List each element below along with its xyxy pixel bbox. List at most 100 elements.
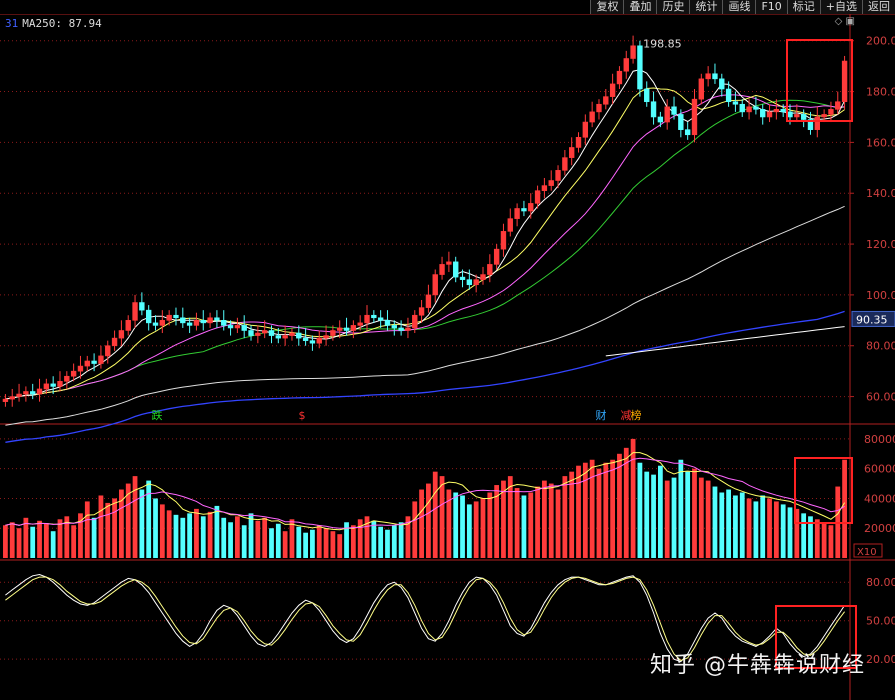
candle-body (227, 325, 234, 329)
add-watchlist-button[interactable]: +自选 (819, 0, 862, 14)
candle-body (630, 45, 636, 59)
volume-bar (78, 513, 83, 558)
candle-body (241, 325, 247, 331)
volume-bar (357, 519, 363, 558)
candle-body (98, 355, 104, 364)
candle-body (459, 276, 466, 280)
candle-body (139, 302, 145, 311)
candle-body (568, 147, 575, 158)
highlight-box-oscillator (775, 605, 857, 669)
candle-body (821, 114, 827, 118)
candle-body (261, 330, 268, 334)
highlight-box-volume (794, 457, 853, 524)
price-tick-label: 80.00 (866, 340, 895, 353)
history-button[interactable]: 历史 (656, 0, 690, 14)
volume-bar (603, 462, 609, 558)
candle-body (357, 322, 363, 326)
volume-bar (828, 525, 834, 558)
candle-body (248, 330, 254, 336)
candle-body (350, 325, 357, 331)
draw-line-button[interactable]: 画线 (722, 0, 756, 14)
toolbar: 复权 叠加 历史 统计 画线 F10 标记 +自选 返回 (590, 0, 895, 14)
volume-bar (555, 489, 561, 558)
volume-bar (405, 516, 411, 558)
volume-bar (23, 517, 29, 558)
candle-body (719, 78, 725, 90)
event-marker: 跌 (152, 408, 163, 422)
volume-bar (234, 516, 240, 558)
volume-bar (678, 459, 684, 558)
candle-body (23, 391, 29, 395)
volume-bar (350, 525, 356, 558)
candle-body (330, 330, 336, 336)
volume-bar (364, 516, 370, 558)
volume-bar (30, 526, 36, 558)
candle-body (364, 314, 370, 324)
restore-rights-button[interactable]: 复权 (590, 0, 624, 14)
volume-bar (262, 517, 268, 558)
candle-body (787, 111, 793, 118)
volume-bar (726, 489, 731, 558)
overlay-button[interactable]: 叠加 (623, 0, 657, 14)
candle-body (43, 383, 50, 390)
volume-bar (794, 508, 800, 558)
candle-body (691, 98, 698, 136)
volume-bar (310, 529, 315, 558)
volume-bar (241, 525, 247, 558)
volume-bar (842, 459, 847, 558)
volume-bar (808, 516, 813, 558)
volume-ma5-line (5, 452, 846, 531)
candle-body (603, 96, 609, 105)
peak-price-label: 198.85 (643, 37, 682, 50)
candle-body (732, 101, 739, 105)
volume-bar (814, 519, 820, 558)
statistics-button[interactable]: 统计 (689, 0, 723, 14)
volume-bar (84, 501, 90, 558)
volume-bar (166, 510, 172, 558)
candle-body (705, 73, 711, 80)
unit-tag-box (853, 543, 883, 558)
candle-body (835, 101, 841, 110)
f10-button[interactable]: F10 (755, 0, 787, 14)
candle-body (84, 360, 90, 367)
volume-bar (303, 532, 308, 558)
candle-body (268, 330, 275, 336)
back-button[interactable]: 返回 (862, 0, 895, 14)
ma120-line (5, 310, 845, 443)
volume-bar (194, 508, 199, 558)
candle-body (377, 317, 384, 321)
candle-body (173, 314, 179, 319)
volume-bar (767, 498, 772, 558)
candle-body (678, 114, 684, 130)
candle-body (637, 45, 643, 90)
candle-body (650, 101, 657, 118)
candle-body (384, 320, 391, 326)
volume-bar (139, 489, 145, 558)
volume-bar (569, 471, 575, 558)
candle-body (487, 264, 493, 275)
volume-bar (610, 459, 616, 558)
panel-settings-icon[interactable]: ◇ ▣ (834, 16, 855, 27)
volume-bar (739, 492, 745, 558)
price-tick-label: 60.00 (866, 391, 895, 404)
candle-body (207, 317, 213, 324)
candle-body (132, 302, 138, 321)
volume-bar (64, 516, 70, 558)
volume-bar (637, 462, 643, 558)
candle-body (200, 320, 206, 324)
volume-bar (119, 489, 124, 558)
mark-button[interactable]: 标记 (786, 0, 820, 14)
event-marker: 财 (596, 408, 607, 422)
osc-d-line (5, 576, 845, 662)
volume-bar (269, 528, 274, 558)
volume-bar (596, 468, 602, 558)
candle-body (671, 106, 677, 115)
volume-bar (180, 517, 186, 558)
volume-bar (821, 522, 827, 558)
volume-bar (159, 504, 165, 558)
volume-bar (289, 519, 295, 558)
volume-bar (466, 504, 472, 558)
candle-body (609, 83, 616, 97)
volume-bar (153, 498, 158, 558)
